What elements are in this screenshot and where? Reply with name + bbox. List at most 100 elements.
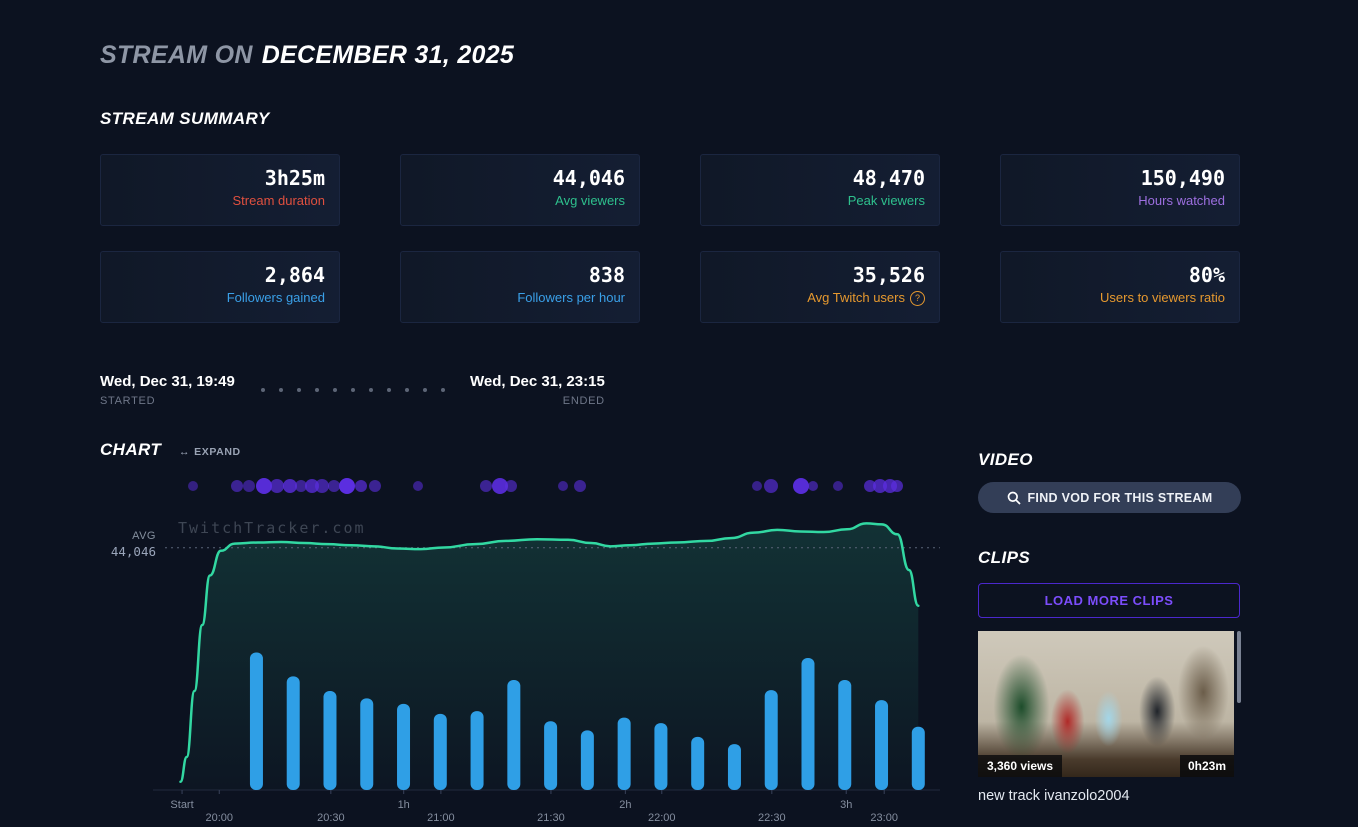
started-time: Wed, Dec 31, 19:49 [100, 373, 235, 390]
ended-label: ENDED [562, 395, 605, 407]
clip-duration-badge: 0h23m [1179, 755, 1234, 777]
stat-value: 150,490 [1140, 166, 1225, 190]
stat-label-text: Avg Twitch users [807, 290, 905, 305]
page-title: STREAM ON DECEMBER 31, 2025 [100, 41, 514, 70]
activity-dot [187, 481, 198, 491]
activity-dot [793, 478, 810, 494]
find-vod-button[interactable]: FIND VOD FOR THIS STREAM [978, 482, 1241, 513]
svg-text:21:30: 21:30 [537, 812, 565, 824]
activity-dot [752, 481, 763, 491]
chart-expand-button[interactable]: ↔ EXPAND [179, 446, 241, 458]
avg-label: AVG [132, 530, 156, 542]
stat-value: 3h25m [264, 166, 325, 190]
stat-label: Avg viewers [555, 193, 625, 208]
timeline-dot [297, 388, 301, 392]
svg-text:23:00: 23:00 [870, 812, 898, 824]
activity-dot [339, 478, 356, 494]
svg-text:1h: 1h [398, 799, 410, 811]
stat-card-avg-twitch-users: 35,526 Avg Twitch users? [700, 251, 940, 323]
stat-label: Followers per hour [517, 290, 625, 305]
chart-plot[interactable]: Start 20:00 20:30 1h 21:00 21:30 2h 22:00 22:30 3… [140, 500, 970, 827]
activity-dot [504, 480, 517, 492]
timeline-dot [279, 388, 283, 392]
avg-line-label: AVG 44,046 [88, 530, 156, 559]
stat-label: Users to viewers ratio [1100, 290, 1225, 305]
activity-dot [412, 481, 423, 491]
timeline-dot [315, 388, 319, 392]
stat-label: Stream duration [232, 193, 326, 208]
ended-time: Wed, Dec 31, 23:15 [470, 373, 605, 390]
activity-dot [294, 480, 307, 492]
clip-views-badge: 3,360 views [978, 755, 1063, 777]
avg-value: 44,046 [110, 544, 156, 559]
search-icon [1007, 491, 1021, 505]
info-icon[interactable]: ? [910, 291, 925, 306]
activity-dot [231, 480, 244, 492]
stat-card-avg-viewers: 44,046 Avg viewers [400, 154, 640, 226]
stat-card-peak-viewers: 48,470 Peak viewers [700, 154, 940, 226]
stream-ended: Wed, Dec 31, 23:15 ENDED [470, 373, 605, 407]
svg-text:Start: Start [170, 799, 193, 811]
stat-value: 44,046 [552, 166, 625, 190]
stream-summary-heading: STREAM SUMMARY [100, 109, 270, 128]
stat-label: Hours watched [1138, 193, 1225, 208]
timeline-dot [351, 388, 355, 392]
timeline-dot [261, 388, 265, 392]
activity-dot [764, 479, 779, 493]
svg-text:21:00: 21:00 [427, 812, 455, 824]
stat-card-followers-per-hour: 838 Followers per hour [400, 251, 640, 323]
watermark: TwitchTracker.com [178, 519, 366, 537]
stat-value: 80% [1188, 263, 1225, 287]
expand-label: EXPAND [194, 446, 241, 458]
load-more-clips-button[interactable]: LOAD MORE CLIPS [978, 583, 1240, 618]
activity-dot [890, 480, 903, 492]
stat-label: Followers gained [226, 290, 325, 305]
activity-dot [369, 480, 382, 492]
clips-heading: CLIPS [978, 548, 1031, 567]
expand-icon: ↔ [179, 446, 191, 458]
timeline-dot [387, 388, 391, 392]
activity-dot [832, 481, 843, 491]
activity-dot [256, 478, 273, 494]
activity-dot [327, 480, 340, 492]
stat-card-stream-duration: 3h25m Stream duration [100, 154, 340, 226]
clip-title-link[interactable]: new track ivanzolo2004 [978, 788, 1130, 804]
clip-thumbnail[interactable]: 3,360 views 0h23m [978, 631, 1234, 777]
stat-value: 48,470 [852, 166, 925, 190]
video-heading: VIDEO [978, 450, 1033, 469]
stat-card-hours-watched: 150,490 Hours watched [1000, 154, 1240, 226]
chart-heading: CHART [100, 440, 162, 459]
timeline-dot [333, 388, 337, 392]
clips-scrollbar[interactable] [1237, 631, 1241, 703]
stream-started: Wed, Dec 31, 19:49 STARTED [100, 373, 235, 407]
page-title-prefix: STREAM ON [100, 40, 253, 69]
timeline-dots [261, 388, 445, 392]
activity-dot [573, 480, 586, 492]
timeline-dot [423, 388, 427, 392]
activity-dot [269, 479, 284, 493]
activity-dot [355, 480, 368, 492]
stat-label: Peak viewers [847, 193, 925, 208]
activity-dot [807, 481, 818, 491]
stat-value: 35,526 [852, 263, 925, 287]
svg-text:3h: 3h [840, 799, 852, 811]
summary-cards: 3h25m Stream duration 44,046 Avg viewers… [100, 154, 1240, 323]
activity-dot [242, 480, 255, 492]
activity-dot [491, 478, 508, 494]
activity-dots-row [165, 477, 940, 495]
svg-text:2h: 2h [619, 799, 631, 811]
activity-dot [282, 479, 297, 493]
stat-card-users-viewers-ratio: 80% Users to viewers ratio [1000, 251, 1240, 323]
svg-text:20:30: 20:30 [317, 812, 345, 824]
page-title-date: DECEMBER 31, 2025 [261, 40, 515, 69]
svg-text:20:00: 20:00 [205, 812, 233, 824]
stat-value: 2,864 [264, 263, 325, 287]
svg-text:22:30: 22:30 [758, 812, 786, 824]
started-label: STARTED [100, 395, 156, 407]
find-vod-label: FIND VOD FOR THIS STREAM [1027, 490, 1213, 505]
activity-dot [558, 481, 569, 491]
stat-card-followers-gained: 2,864 Followers gained [100, 251, 340, 323]
activity-dot [315, 479, 330, 493]
activity-dot [864, 480, 877, 492]
